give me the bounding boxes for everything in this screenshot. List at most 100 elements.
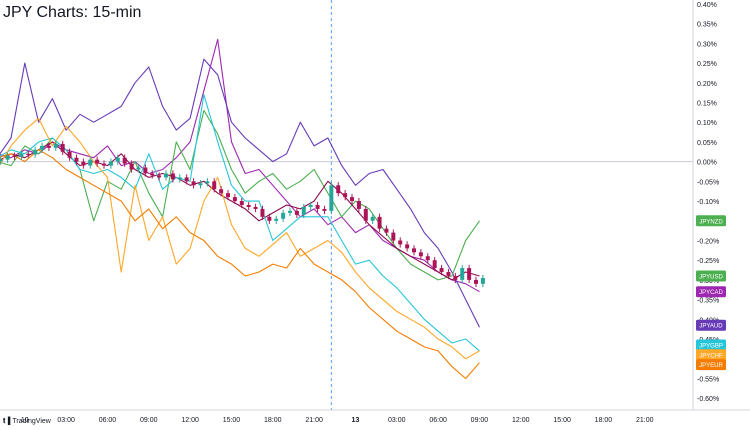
series-label-bg [696,215,726,227]
series-lines [0,38,480,380]
candle-body [26,153,31,155]
series-line-jpycad [0,38,480,293]
candle-body [322,208,327,211]
candle-body [418,252,423,257]
price-tick-label: -0.55% [697,376,719,383]
candle-body [150,173,155,176]
time-tick-label: 18:00 [264,417,282,424]
candle-body [356,201,361,209]
candle-body [81,161,86,166]
candle-body [253,206,258,209]
series-label-bg [696,349,726,361]
candle-body [446,272,451,276]
candle-body [184,177,189,182]
candle-body [274,218,279,221]
candle-body [350,197,355,202]
time-tick-label: 13 [352,417,360,424]
candle-body [0,159,3,162]
candle-body [102,163,107,166]
series-line-jpyaud [0,58,480,328]
candle-body [405,244,410,249]
candle-body [336,185,341,194]
candle-body [246,205,251,207]
watermark-text: TradingView [12,418,51,425]
price-tick-label: 0.25% [697,61,717,68]
candle-body [136,167,141,170]
candle-body [288,210,293,213]
candle-body [315,205,320,209]
time-tick-label: 06:00 [429,417,447,424]
time-tick-label: 03:00 [388,417,406,424]
candle-body [391,232,396,241]
candle-body [398,240,403,245]
candle-body [88,159,93,166]
candle-body [439,268,444,273]
time-tick-label: 12:00 [512,417,530,424]
candle-body [432,260,437,269]
candle-body [143,167,148,174]
candle-body [53,143,58,148]
candle-body [301,206,306,215]
candle-body [157,175,162,178]
candle-body [177,177,182,180]
series-label-bg [696,339,726,351]
candle-body [33,149,38,155]
candle-body [232,197,237,202]
jpyusd-candles [0,140,485,287]
candle-body [453,275,458,280]
time-tick-label: 21:00 [636,417,654,424]
time-tick-label: 15:00 [553,417,571,424]
series-label-jpynzd: JPYNZD [699,219,723,225]
candle-body [260,208,265,217]
series-label-jpychf: JPYCHF [699,353,723,359]
reference-lines [0,0,693,410]
tradingview-logo: 𝐭▐ [3,418,11,425]
price-tick-label: 0.05% [697,140,717,147]
candle-body [467,268,472,280]
candle-body [377,216,382,229]
tradingview-watermark: 𝐭▐ TradingView [3,418,51,426]
candle-body [191,181,196,186]
candle-body [219,189,224,194]
time-tick-label: 15:00 [223,417,241,424]
candle-body [412,248,417,253]
series-label-jpyeur: JPYEUR [699,363,723,369]
series-label-jpycad: JPYCAD [699,290,723,296]
candle-body [19,153,24,157]
price-tick-label: 0.35% [697,22,717,29]
time-tick-label: 09:00 [140,417,158,424]
candle-body [67,151,72,158]
candle-body [198,183,203,186]
series-label-bg [696,359,726,371]
candle-body [363,208,368,221]
candle-body [239,201,244,205]
candle-body [384,228,389,233]
candle-body [46,145,51,148]
candle-body [370,216,375,221]
series-label-jpygbp: JPYGBP [699,343,723,349]
candle-body [308,205,313,207]
candle-body [40,145,45,150]
candle-body [460,268,465,280]
price-tick-label: 0.30% [697,41,717,48]
candle-body [122,157,127,164]
candle-body [480,277,485,284]
candle-body [12,155,17,157]
price-tick-label: -0.10% [697,199,719,206]
series-label-jpyusd: JPYUSD [699,274,723,280]
candle-body [108,161,113,166]
candle-body [60,143,65,152]
candle-body [164,173,169,178]
series-label-jpyaud: JPYAUD [699,324,723,330]
price-tick-label: 0.00% [697,160,717,167]
candle-body [226,193,231,198]
price-tick-label: 0.10% [697,120,717,127]
series-line-jpychf [0,117,480,360]
price-tick-label: 0.15% [697,101,717,108]
price-tick-label: -0.20% [697,238,719,245]
time-tick-label: 18:00 [595,417,613,424]
candle-body [425,256,430,261]
price-tick-label: -0.35% [697,298,719,305]
